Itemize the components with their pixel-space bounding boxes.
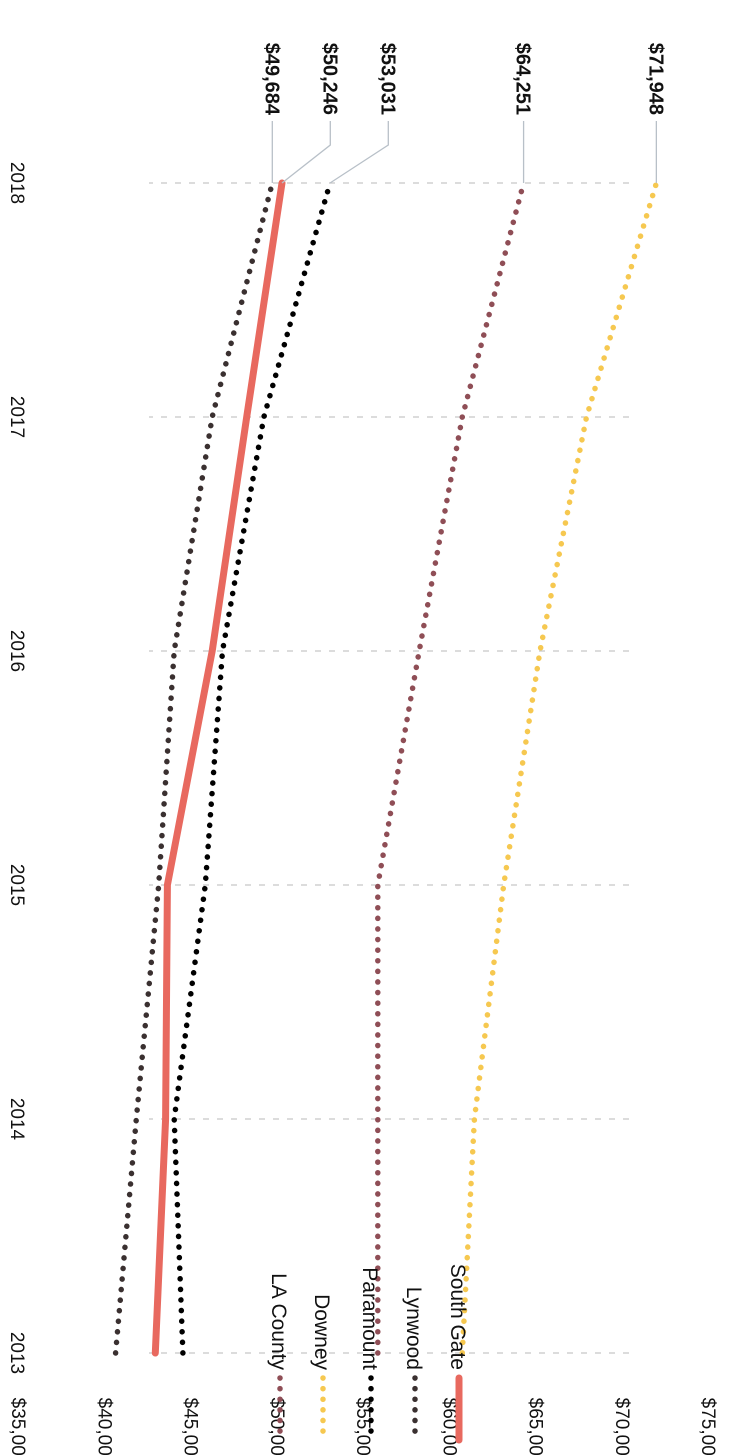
legend: South Gate Lynwood Paramount Downey LA Count…: [267, 1264, 469, 1444]
series-line-la-county: [375, 180, 527, 1356]
callout-label-downey: $71,948: [644, 43, 666, 115]
series-lines: [112, 179, 660, 1357]
x-axis: 2013 2014 2015 2016 2017 2018: [6, 162, 27, 1374]
callout-leader-paramount: [329, 121, 389, 184]
series-line-lynwood: [112, 180, 276, 1356]
gridlines: [149, 182, 629, 1354]
y-tick-label: $40,000: [93, 1398, 114, 1455]
y-tick-label: $35,000: [7, 1398, 28, 1455]
x-tick-label: 2018: [6, 162, 27, 204]
x-tick-label: 2013: [6, 1332, 27, 1374]
legend-label-downey: Downey: [310, 1294, 333, 1370]
legend-label-south-gate: South Gate: [446, 1264, 469, 1370]
callout-leader-south-gate: [281, 121, 331, 184]
callout-label-lynwood: $49,684: [260, 43, 282, 116]
rotated-plot: $35,000 $40,000 $45,000 $50,000 $55,000 $60,0…: [6, 43, 718, 1455]
y-tick-label: $55,000: [352, 1398, 373, 1455]
x-tick-label: 2014: [6, 1098, 27, 1141]
y-tick-label: $45,000: [180, 1398, 201, 1455]
x-tick-label: 2017: [6, 396, 27, 438]
legend-label-paramount: Paramount: [358, 1267, 381, 1370]
series-line-south-gate: [151, 179, 286, 1357]
legend-label-lynwood: Lynwood: [402, 1287, 425, 1370]
x-tick-label: 2015: [6, 864, 27, 906]
series-line-downey: [459, 180, 660, 1356]
callout-label-paramount: $53,031: [376, 43, 398, 115]
y-tick-label: $60,000: [438, 1398, 459, 1455]
y-tick-label: $50,000: [266, 1398, 287, 1455]
legend-label-la-county: LA County: [267, 1273, 290, 1370]
end-callouts: $49,684 $50,246 $53,031 $64,251 $71,948: [260, 43, 666, 184]
y-axis: $35,000 $40,000 $45,000 $50,000 $55,000 $60,0…: [7, 1398, 718, 1455]
callout-label-south-gate: $50,246: [318, 43, 340, 115]
y-tick-label: $65,000: [525, 1398, 546, 1455]
x-tick-label: 2016: [6, 630, 27, 672]
y-tick-label: $70,000: [611, 1398, 632, 1455]
callout-label-la-county: $64,251: [512, 43, 534, 115]
y-tick-label: $75,000: [697, 1398, 718, 1455]
